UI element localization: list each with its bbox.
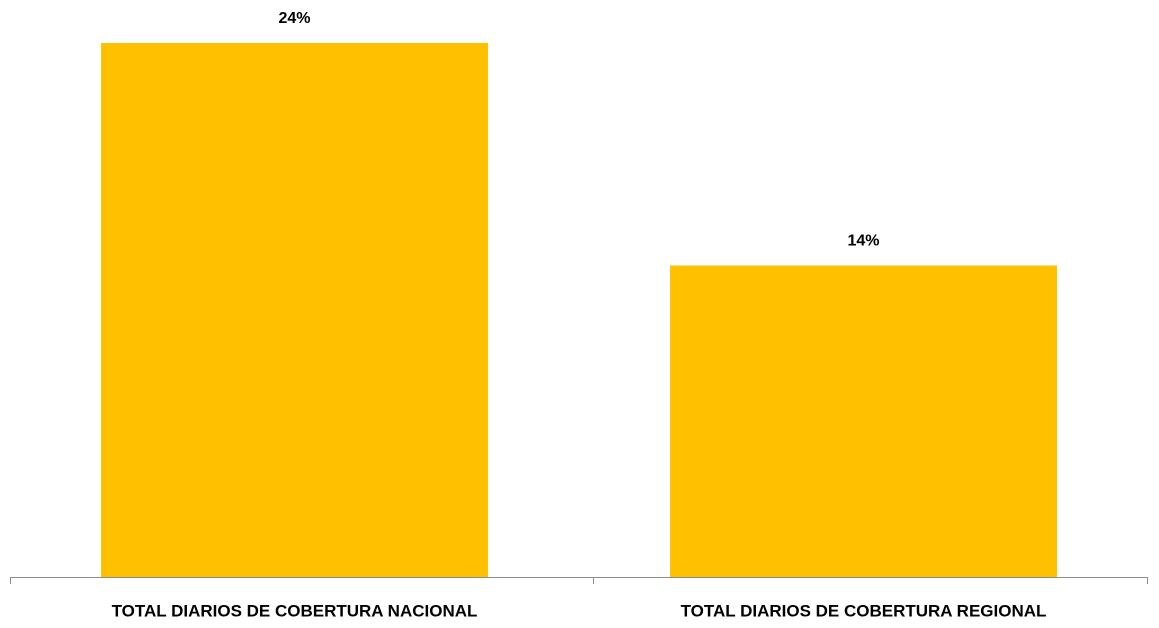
bar: [101, 43, 488, 577]
value-label: 14%: [847, 233, 879, 250]
value-label: 24%: [278, 10, 310, 27]
x-tick-label: TOTAL DIARIOS DE COBERTURA REGIONAL: [681, 601, 1047, 620]
bar: [670, 265, 1057, 577]
x-tick-label: TOTAL DIARIOS DE COBERTURA NACIONAL: [112, 601, 478, 620]
